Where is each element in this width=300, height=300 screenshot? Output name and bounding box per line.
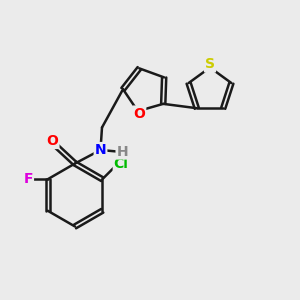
- Text: H: H: [117, 145, 128, 158]
- Text: F: F: [23, 172, 33, 186]
- Text: N: N: [95, 143, 106, 157]
- Text: O: O: [134, 106, 145, 121]
- Text: Cl: Cl: [114, 157, 129, 171]
- Text: O: O: [46, 134, 58, 148]
- Text: S: S: [205, 58, 215, 71]
